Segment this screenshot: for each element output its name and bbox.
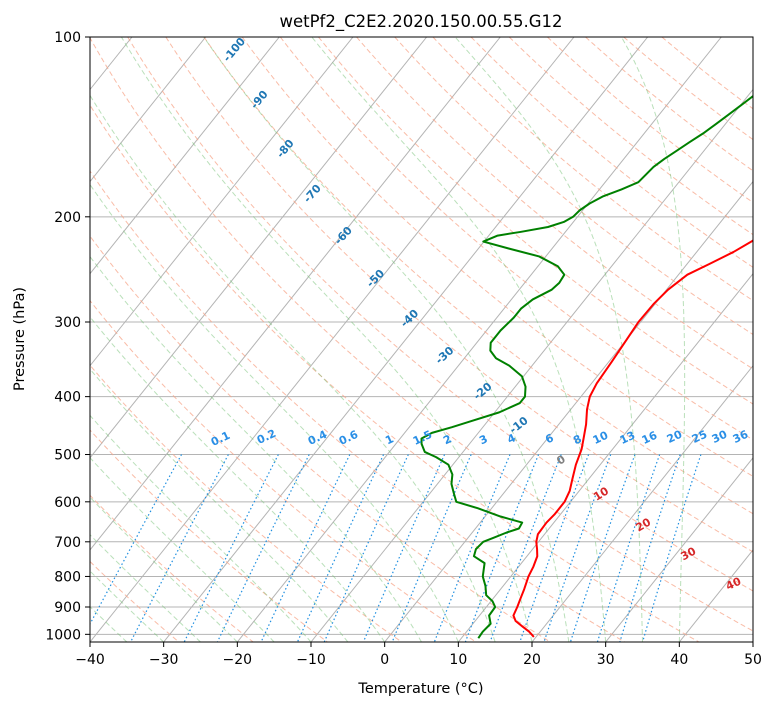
y-tick-label: 1000 xyxy=(45,627,81,643)
mixing-ratio-line xyxy=(596,454,661,642)
dry-adiabat-line xyxy=(90,299,477,642)
mixing-ratio-line xyxy=(569,454,636,642)
isotherm-line xyxy=(90,37,428,459)
x-tick-label: −30 xyxy=(149,652,179,668)
sounding-series xyxy=(420,94,753,639)
plot-frame xyxy=(89,36,754,643)
mixing-ratio-line xyxy=(296,454,385,642)
mixing-ratio-label: 30 xyxy=(710,428,730,446)
isotherm-line xyxy=(457,272,753,642)
y-tick-label: 900 xyxy=(54,600,81,616)
x-tick-label: 40 xyxy=(670,652,688,668)
dry-adiabat-line xyxy=(90,429,328,642)
x-tick-label: −20 xyxy=(223,652,253,668)
mixing-ratio-label: 10 xyxy=(591,429,611,447)
mixing-ratio-label: 13 xyxy=(618,429,637,447)
dry-adiabat-line xyxy=(356,37,753,370)
isotherm-line xyxy=(531,364,753,642)
temperature-profile-line xyxy=(512,239,753,638)
x-axis: −40 −30 −20 −10 0 10 20 30 40 50 xyxy=(75,642,762,668)
dry-adiabat-label: 30 xyxy=(679,544,699,563)
y-tick-label: 800 xyxy=(54,569,81,585)
x-tick-label: 10 xyxy=(449,652,467,668)
background-lines xyxy=(0,37,753,642)
mixing-ratio-line xyxy=(642,454,702,642)
isotherm-line xyxy=(236,37,722,642)
y-axis-title: Pressure (hPa) xyxy=(12,287,28,391)
moist-adiabat-line xyxy=(90,183,459,642)
isotherm-line xyxy=(163,37,649,642)
isotherm-line xyxy=(90,37,575,642)
y-tick-label: 500 xyxy=(54,448,81,464)
mixing-ratio-line xyxy=(543,454,612,642)
chart-title: wetPf2_C2E2.2020.150.00.55.G12 xyxy=(279,12,562,32)
y-tick-label: 100 xyxy=(54,30,81,46)
dewpoint-profile-line xyxy=(420,94,753,639)
x-tick-label: 30 xyxy=(597,652,615,668)
mixing-ratio-line xyxy=(519,454,590,642)
isotherm-line xyxy=(752,641,753,642)
mixing-ratio-label: 25 xyxy=(690,428,709,446)
moist-adiabat-line xyxy=(90,496,238,642)
mixing-ratio-line xyxy=(433,454,511,642)
mixing-ratio-label: 20 xyxy=(665,428,685,446)
y-tick-label: 400 xyxy=(54,390,81,406)
dry-adiabat-line xyxy=(432,37,753,302)
moist-adiabat-line xyxy=(90,457,275,642)
moist-adiabat-line xyxy=(311,37,607,642)
dry-adiabat-line xyxy=(394,37,753,336)
dry-adiabat-line xyxy=(165,37,753,553)
isotherm-line xyxy=(90,37,280,275)
dry-adiabat-line xyxy=(127,37,753,592)
x-tick-label: −40 xyxy=(75,652,105,668)
x-axis-title: Temperature (°C) xyxy=(357,681,483,697)
y-tick-label: 600 xyxy=(54,495,81,511)
isotherm-line xyxy=(605,457,753,642)
mixing-ratio-line xyxy=(130,454,229,642)
moist-adiabat-line xyxy=(90,255,422,642)
mixing-ratio-line xyxy=(90,454,183,626)
mixing-ratio-line xyxy=(619,454,681,642)
moist-adiabat-line xyxy=(90,414,312,642)
isotherm-line xyxy=(90,37,354,367)
mixing-ratio-line xyxy=(323,454,409,642)
moist-adiabat-line xyxy=(203,37,570,642)
plot-background xyxy=(90,37,753,642)
mixing-ratio-line xyxy=(362,454,446,642)
isotherm-line xyxy=(310,88,753,642)
mixing-ratio-label: 16 xyxy=(640,429,660,447)
dry-adiabat-line xyxy=(90,170,625,642)
moist-adiabat-line xyxy=(90,316,386,642)
y-tick-label: 300 xyxy=(54,315,81,331)
y-tick-label: 200 xyxy=(54,210,81,226)
dry-adiabat-line xyxy=(90,37,753,632)
x-tick-label: 20 xyxy=(523,652,541,668)
x-tick-label: 0 xyxy=(380,652,389,668)
y-axis: 100 200 300 400 500 600 700 800 900 1000 xyxy=(45,30,90,643)
mixing-ratio-line xyxy=(489,454,562,642)
dry-adiabat-line xyxy=(90,494,254,642)
y-tick-label: 700 xyxy=(54,535,81,551)
dry-adiabat-line xyxy=(318,37,753,405)
mixing-ratio-label: 36 xyxy=(731,428,751,446)
dry-adiabat-label: 40 xyxy=(724,575,744,593)
x-tick-label: 50 xyxy=(744,652,762,668)
x-tick-label: −10 xyxy=(296,652,326,668)
isotherm-line xyxy=(0,37,58,642)
isotherm-line xyxy=(90,37,207,183)
dry-adiabat-line xyxy=(90,235,551,642)
moist-adiabat-line xyxy=(454,37,643,642)
dry-adiabat-line xyxy=(90,104,700,642)
mixing-ratio-line xyxy=(464,454,540,642)
